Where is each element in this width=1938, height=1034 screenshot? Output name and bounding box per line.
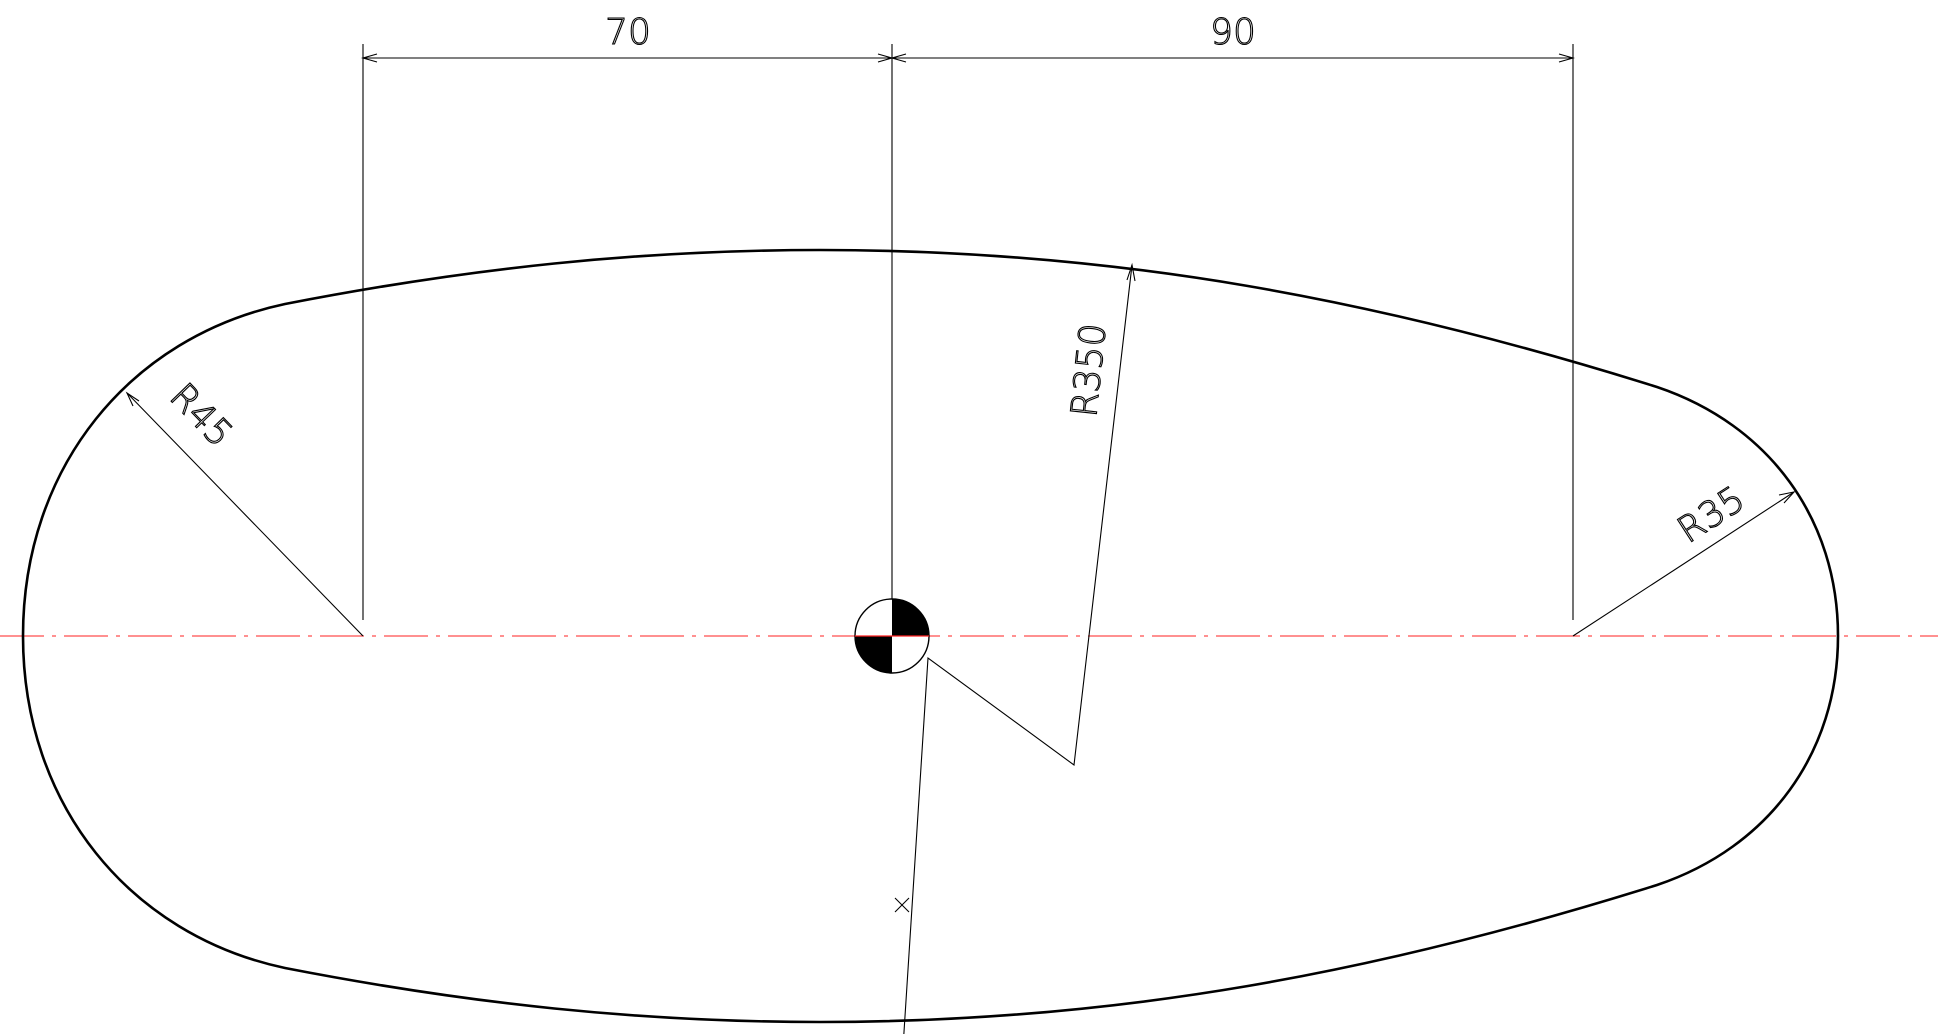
radius-leader-top bbox=[903, 264, 1133, 1034]
radius-arrow-top bbox=[1126, 262, 1136, 282]
cross-mark-icon bbox=[894, 897, 910, 913]
dimension-arrow bbox=[360, 53, 378, 63]
dimension-arrow bbox=[1558, 53, 1576, 63]
radius-label-right: R35 bbox=[1671, 479, 1753, 552]
radius-arrow-right bbox=[1778, 491, 1796, 504]
radius-leader-right bbox=[1572, 491, 1795, 637]
dimension-arrow bbox=[889, 53, 907, 63]
radius-label-left: R45 bbox=[162, 376, 241, 455]
radius-arrow-left bbox=[125, 391, 140, 407]
part-outline bbox=[21, 248, 1840, 1024]
dimension-text-left-span: 70 bbox=[605, 12, 651, 53]
radius-label-top: R350 bbox=[1064, 321, 1115, 419]
radius-leader-left bbox=[126, 392, 364, 637]
dimension-text-right-span: 90 bbox=[1210, 12, 1256, 53]
center-of-gravity-icon bbox=[854, 598, 930, 674]
